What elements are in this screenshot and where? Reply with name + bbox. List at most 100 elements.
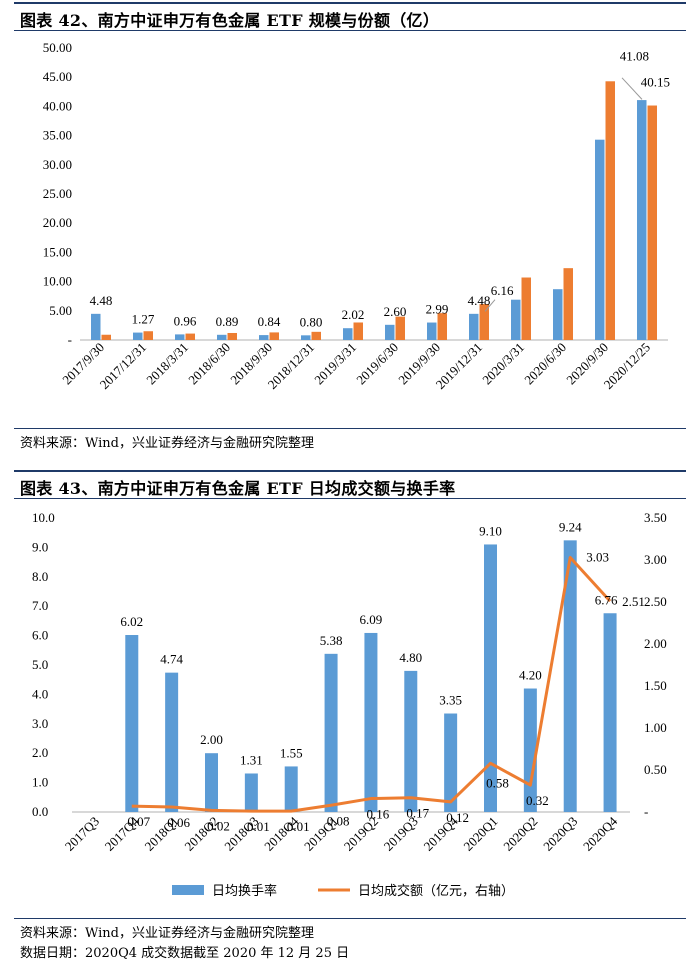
bar-data-label: 4.20 bbox=[519, 668, 542, 683]
left-y-tick-label: 3.0 bbox=[32, 716, 48, 731]
bar-share bbox=[227, 332, 237, 340]
turnover-volume-chart: 0.0 1.0 2.0 3.0 4.0 5.0 6.0 7.0 8.0 9.0 10.0 - 0.50 1… bbox=[32, 510, 667, 898]
y-tick-label: 20.00 bbox=[43, 215, 72, 230]
left-y-tick-label: 5.0 bbox=[32, 657, 48, 672]
data-label: 2.99 bbox=[426, 302, 449, 317]
bar-share bbox=[437, 313, 447, 340]
line-data-label: 0.07 bbox=[127, 814, 150, 829]
left-y-tick-label: 7.0 bbox=[32, 598, 48, 613]
bar-scale bbox=[175, 334, 185, 340]
bar-turnover bbox=[603, 613, 617, 812]
x-tick-label: 2018/12/31 bbox=[265, 340, 317, 392]
legend-bar-swatch bbox=[172, 885, 204, 895]
y-tick-label: 50.00 bbox=[43, 40, 72, 55]
bar-scale bbox=[217, 334, 227, 340]
x-tick-label: 2020/12/25 bbox=[601, 340, 653, 392]
bar-data-label: 5.38 bbox=[320, 633, 343, 648]
bar-data-label: 6.76 bbox=[595, 592, 618, 607]
bar-data-label: 1.31 bbox=[240, 752, 263, 767]
data-label: 1.27 bbox=[132, 312, 155, 327]
bar-data-label: 9.24 bbox=[559, 519, 582, 534]
figure-42-title: 图表 42、南方中证申万有色金属 ETF 规模与份额（亿） bbox=[20, 11, 440, 30]
line-data-label: 3.03 bbox=[586, 549, 609, 564]
y-tick-label: 40.00 bbox=[43, 98, 72, 113]
left-y-tick-label: 4.0 bbox=[32, 686, 48, 701]
callout-leader bbox=[621, 77, 643, 100]
right-y-tick-label: - bbox=[644, 804, 648, 819]
data-label: 6.16 bbox=[491, 283, 514, 298]
bar-share bbox=[101, 334, 111, 340]
right-y-tick-label: 1.00 bbox=[644, 720, 667, 735]
bar-turnover bbox=[523, 688, 537, 812]
bar-share bbox=[185, 333, 195, 340]
legend-line-label: 日均成交额（亿元，右轴） bbox=[358, 883, 514, 898]
bar-turnover bbox=[244, 773, 258, 812]
data-label: 40.15 bbox=[641, 74, 670, 89]
y-tick-label: 5.00 bbox=[49, 303, 72, 318]
bar-share bbox=[521, 277, 531, 340]
figure-43-source: 资料来源：Wind，兴业证券经济与金融研究院整理 bbox=[20, 926, 314, 941]
line-volume bbox=[131, 555, 612, 813]
x-tick-label: 2020Q4 bbox=[580, 813, 621, 854]
callout-leader bbox=[484, 299, 496, 312]
right-y-tick-label: 2.50 bbox=[644, 594, 667, 609]
left-y-tick-label: 10.0 bbox=[32, 510, 55, 525]
x-tick-label: 2018/3/31 bbox=[143, 340, 191, 388]
bar-turnover bbox=[165, 672, 179, 812]
y-tick-label: 30.00 bbox=[43, 157, 72, 172]
line-data-label: 0.58 bbox=[486, 775, 509, 790]
right-y-tick-label: 3.50 bbox=[644, 510, 667, 525]
y-tick-label: 15.00 bbox=[43, 244, 72, 259]
bar-data-label: 9.10 bbox=[479, 523, 502, 538]
bar-turnover bbox=[284, 766, 298, 812]
bar-scale bbox=[511, 299, 521, 340]
figure-42-title-bar: 图表 42、南方中证申万有色金属 ETF 规模与份额（亿） bbox=[14, 2, 686, 31]
figure-43-title: 图表 43、南方中证申万有色金属 ETF 日均成交额与换手率 bbox=[20, 479, 456, 498]
bar-turnover bbox=[324, 653, 338, 812]
data-label: 0.96 bbox=[174, 313, 197, 328]
y-tick-label: 35.00 bbox=[43, 128, 72, 143]
x-tick-label: 2020Q2 bbox=[500, 814, 540, 854]
bar-share bbox=[395, 316, 405, 340]
line-data-label: 0.02 bbox=[207, 818, 230, 833]
x-tick-label: 2020/3/31 bbox=[479, 340, 527, 388]
left-y-tick-label: 2.0 bbox=[32, 745, 48, 760]
bar-turnover bbox=[484, 544, 497, 812]
bar-data-label: 4.74 bbox=[160, 652, 183, 667]
figure-43-title-bar: 图表 43、南方中证申万有色金属 ETF 日均成交额与换手率 bbox=[14, 470, 686, 499]
bar-scale bbox=[343, 328, 353, 340]
legend-bar-label: 日均换手率 bbox=[212, 883, 277, 898]
y-tick-label: 45.00 bbox=[43, 69, 72, 84]
left-y-tick-label: 1.0 bbox=[32, 775, 48, 790]
bar-share bbox=[479, 304, 489, 340]
x-tick-label: 2019/12/31 bbox=[433, 340, 485, 392]
x-tick-label: 2019/3/31 bbox=[311, 340, 359, 388]
right-y-tick-label: 1.50 bbox=[644, 678, 667, 693]
left-y-tick-label: 9.0 bbox=[32, 539, 48, 554]
bar-scale bbox=[91, 313, 101, 340]
bar-turnover bbox=[125, 635, 139, 812]
bar-scale bbox=[427, 322, 437, 340]
right-y-tick-label: 3.00 bbox=[644, 552, 667, 567]
line-data-label: 0.08 bbox=[327, 813, 350, 828]
bar-share bbox=[143, 331, 153, 340]
bar-scale bbox=[637, 100, 647, 340]
bar-turnover bbox=[205, 753, 218, 812]
bar-scale bbox=[469, 313, 479, 340]
bar-share bbox=[647, 105, 657, 340]
data-label: 4.48 bbox=[90, 293, 113, 308]
bar-data-label: 4.80 bbox=[399, 650, 422, 665]
bar-data-label: 1.55 bbox=[280, 745, 303, 760]
bar-turnover bbox=[444, 713, 458, 812]
bar-turnover bbox=[563, 540, 577, 812]
bar-share bbox=[353, 322, 363, 340]
bar-scale bbox=[385, 324, 395, 340]
bar-turnover bbox=[364, 632, 378, 812]
y-tick-label: 10.00 bbox=[43, 274, 72, 289]
bar-data-label: 6.02 bbox=[120, 614, 143, 629]
bar-data-label: 2.00 bbox=[200, 732, 223, 747]
left-y-tick-label: 8.0 bbox=[32, 569, 48, 584]
y-tick-label: 25.00 bbox=[43, 186, 72, 201]
left-y-tick-label: 0.0 bbox=[32, 804, 48, 819]
bar-data-label: 3.35 bbox=[439, 693, 462, 708]
